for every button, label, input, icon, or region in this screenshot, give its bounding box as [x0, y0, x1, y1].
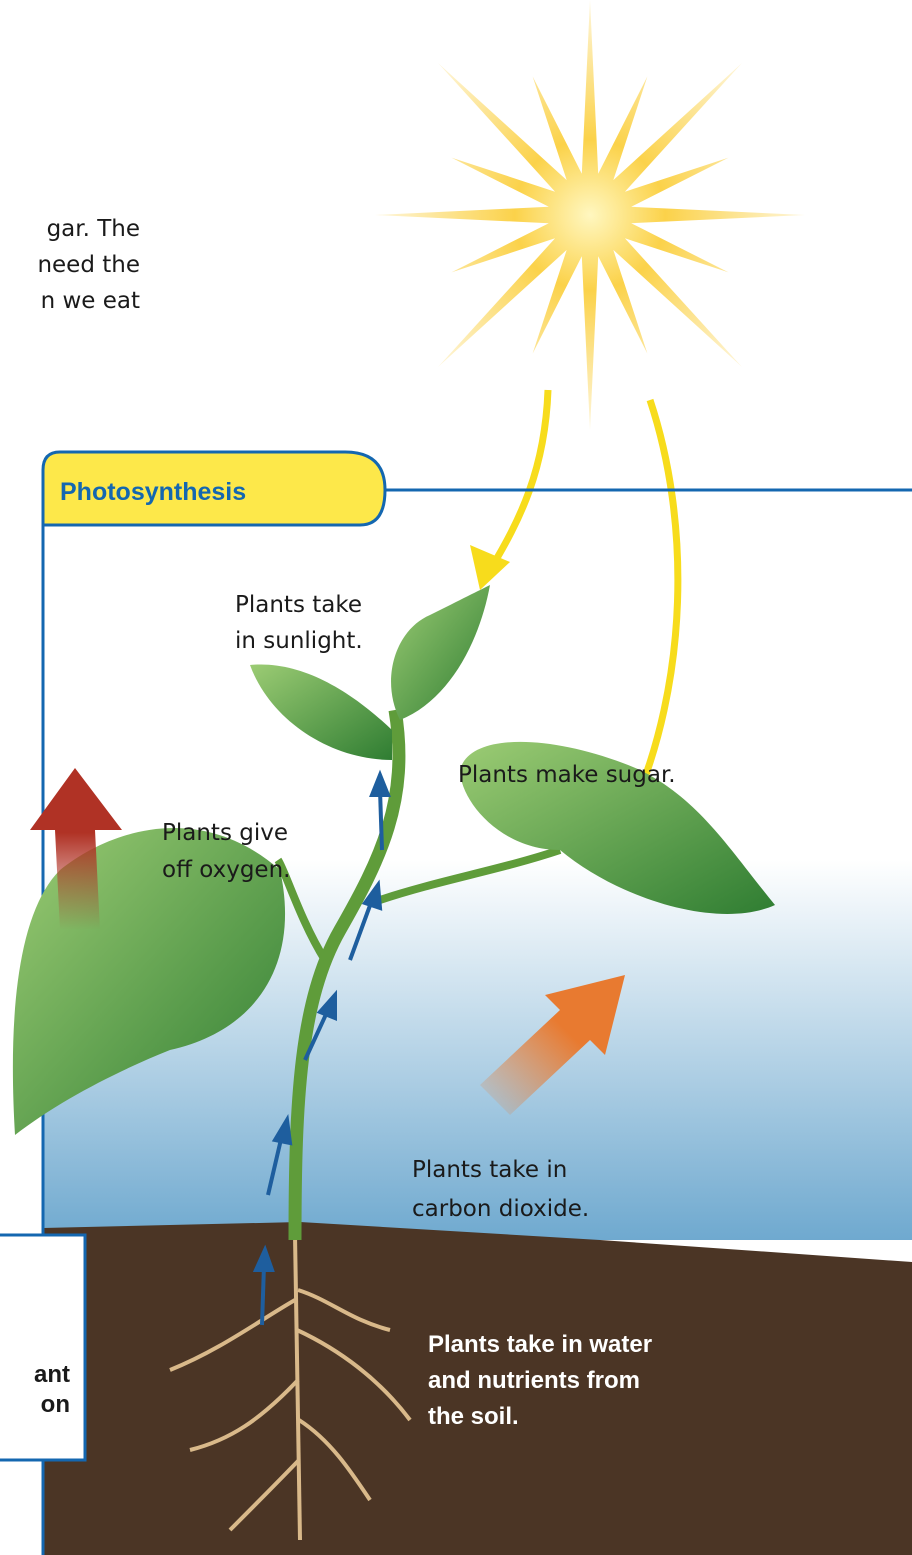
intro-text: n we eat [41, 288, 140, 314]
side-box-text: on [41, 1391, 70, 1418]
label: the soil. [428, 1403, 519, 1430]
label: and nutrients from [428, 1367, 640, 1394]
label: off oxygen. [162, 857, 290, 883]
label: Plants take in [412, 1157, 567, 1183]
sun-arrow [630, 400, 678, 815]
page: gar. The need the n we eat Plants take in su… [0, 0, 912, 1555]
label: Plants take [235, 592, 362, 618]
section-title: Photosynthesis [60, 478, 246, 506]
sun-arrow [490, 390, 548, 570]
side-box-text: ant [34, 1361, 70, 1388]
label: carbon dioxide. [412, 1196, 589, 1222]
leaf [391, 585, 490, 720]
scene: gar. The need the n we eat Plants take in su… [0, 0, 912, 1555]
label: Plants make sugar. [458, 762, 676, 788]
label: Plants give [162, 820, 288, 846]
leaf [250, 664, 392, 760]
sun [375, 0, 805, 430]
label: in sunlight. [235, 628, 363, 654]
sun-rays [375, 0, 805, 430]
side-box [0, 1235, 85, 1460]
intro-text: need the [37, 252, 140, 278]
label: Plants take in water [428, 1331, 652, 1358]
intro-text: gar. The [47, 216, 140, 242]
